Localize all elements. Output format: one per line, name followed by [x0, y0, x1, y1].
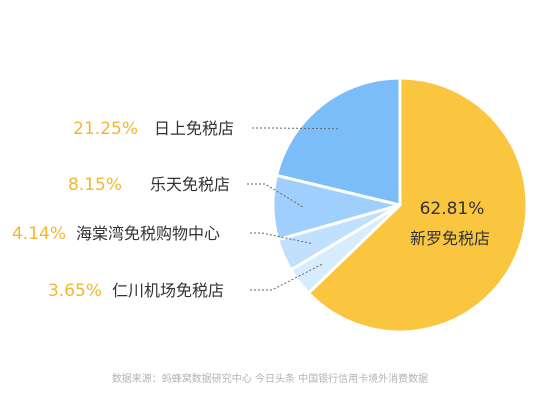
pie-slices	[271, 76, 529, 334]
slice-percent-incheon: 3.65%	[48, 281, 102, 301]
slice-shilla	[306, 76, 529, 334]
slice-percent-inner: 62.81%	[420, 199, 485, 219]
leader-incheon	[250, 263, 324, 291]
leader-lotte	[247, 183, 304, 208]
leader-rishang	[252, 127, 340, 130]
slice-rishang	[275, 76, 402, 207]
slice-label-inner: 新罗免税店	[410, 229, 490, 248]
slice-label-rishang: 日上免税店	[154, 119, 234, 138]
slice-label-incheon: 仁川机场免税店	[112, 281, 224, 300]
source-note: 数据来源：蚂蜂窝数据研究中心 今日头条 中国银行信用卡境外消费数据	[112, 372, 428, 385]
slice-percent-haitangwan: 4.14%	[12, 224, 66, 244]
slice-percent-lotte: 8.15%	[68, 175, 122, 195]
leader-haitangwan	[250, 232, 312, 244]
slice-label-lotte: 乐天免税店	[150, 175, 230, 194]
leader-lines	[247, 127, 340, 291]
slice-label-haitangwan: 海棠湾免税购物中心	[76, 224, 220, 243]
slice-percent-rishang: 21.25%	[73, 119, 138, 139]
